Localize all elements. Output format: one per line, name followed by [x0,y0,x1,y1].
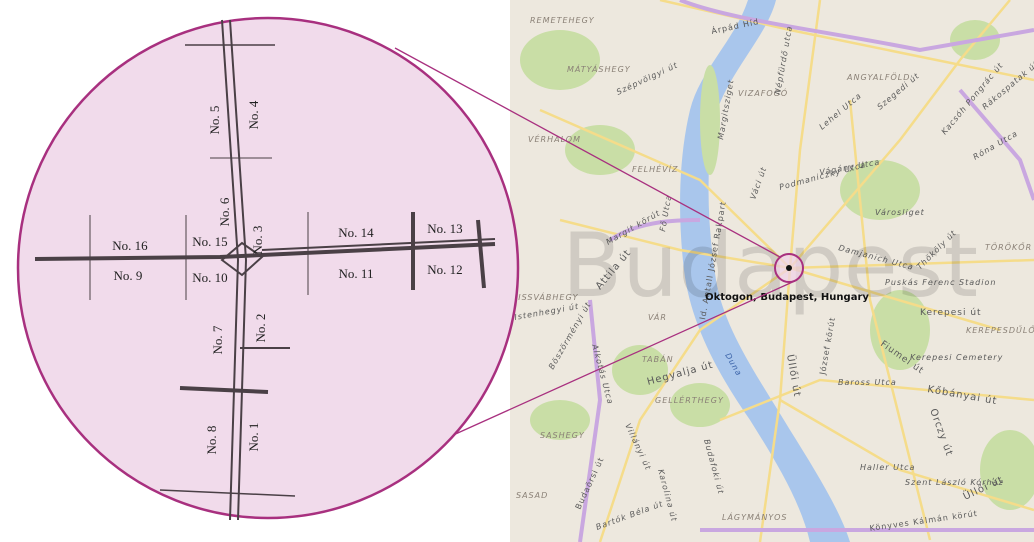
inset-label: No. 2 [253,314,268,343]
map-label: TABÁN [642,353,674,364]
map-label: ANGYALFÖLD [846,72,910,82]
inset-label: No. 9 [114,268,143,283]
map-label: LÁGYMÁNYOS [722,511,788,522]
inset-label: No. 13 [427,221,462,236]
map-label: GELLÉRTHEGY [655,394,724,405]
map-label: REMETEHEGY [530,16,595,25]
map-label: Puskás Ferenc Stadion [885,278,996,287]
map-label: TÖRÖKŐR [985,242,1032,252]
connector [419,279,798,451]
inset-label: No. 12 [427,262,462,277]
inset-label: No. 16 [112,238,148,253]
inset-label: No. 6 [217,197,232,226]
inset-roads [34,19,496,521]
marker-label: Oktogon, Budapest, Hungary [705,292,869,303]
map-label: KEREPESDŰLŐ [966,325,1034,335]
map-label: Kerepesi Cemetery [910,353,1003,362]
map-label: FELHÉVÍZ [632,163,679,174]
map-label: SASHEGY [540,431,585,440]
inset-label: No. 11 [339,266,374,281]
map-label: Baross Utca [838,378,897,387]
map-label: VÉRHALOM [528,133,581,144]
inset-label: No. 5 [207,106,222,135]
map-label: Szent László Kórház [905,477,1004,487]
map-label: VÁR [648,311,667,322]
island [700,65,720,175]
map-label: VIZAFOGÓ [738,87,788,98]
river [680,0,850,542]
inset-label: No. 10 [192,270,227,285]
inset-label: No. 1 [246,423,261,452]
marker-dot [786,265,792,271]
map-label: KISSVÁBHEGY [512,291,579,302]
inset-label: No. 3 [250,226,265,255]
map-label: MÁTYÁSHEGY [567,63,631,74]
map-label: SASAD [516,491,548,500]
watermark: Budapest [562,214,978,317]
inset-label: No. 4 [246,100,261,129]
inset-label: No. 8 [204,426,219,455]
connector [394,47,781,258]
inset-label: No. 15 [192,234,227,249]
map: REMETEHEGY Árpád Híd MÁTYÁSHEGY Szépvölg… [510,0,1034,542]
inset-label: No. 7 [210,325,225,354]
ring-roads [578,0,1034,542]
map-label: Kerepesi út [920,308,982,318]
inset-label: No. 14 [338,225,374,240]
map-label: Haller Utca [860,463,915,472]
map-label: Városliget [875,208,925,217]
inset: No. 5 No. 4 No. 6 No. 3 No. 16 No. 15 No… [16,16,520,521]
